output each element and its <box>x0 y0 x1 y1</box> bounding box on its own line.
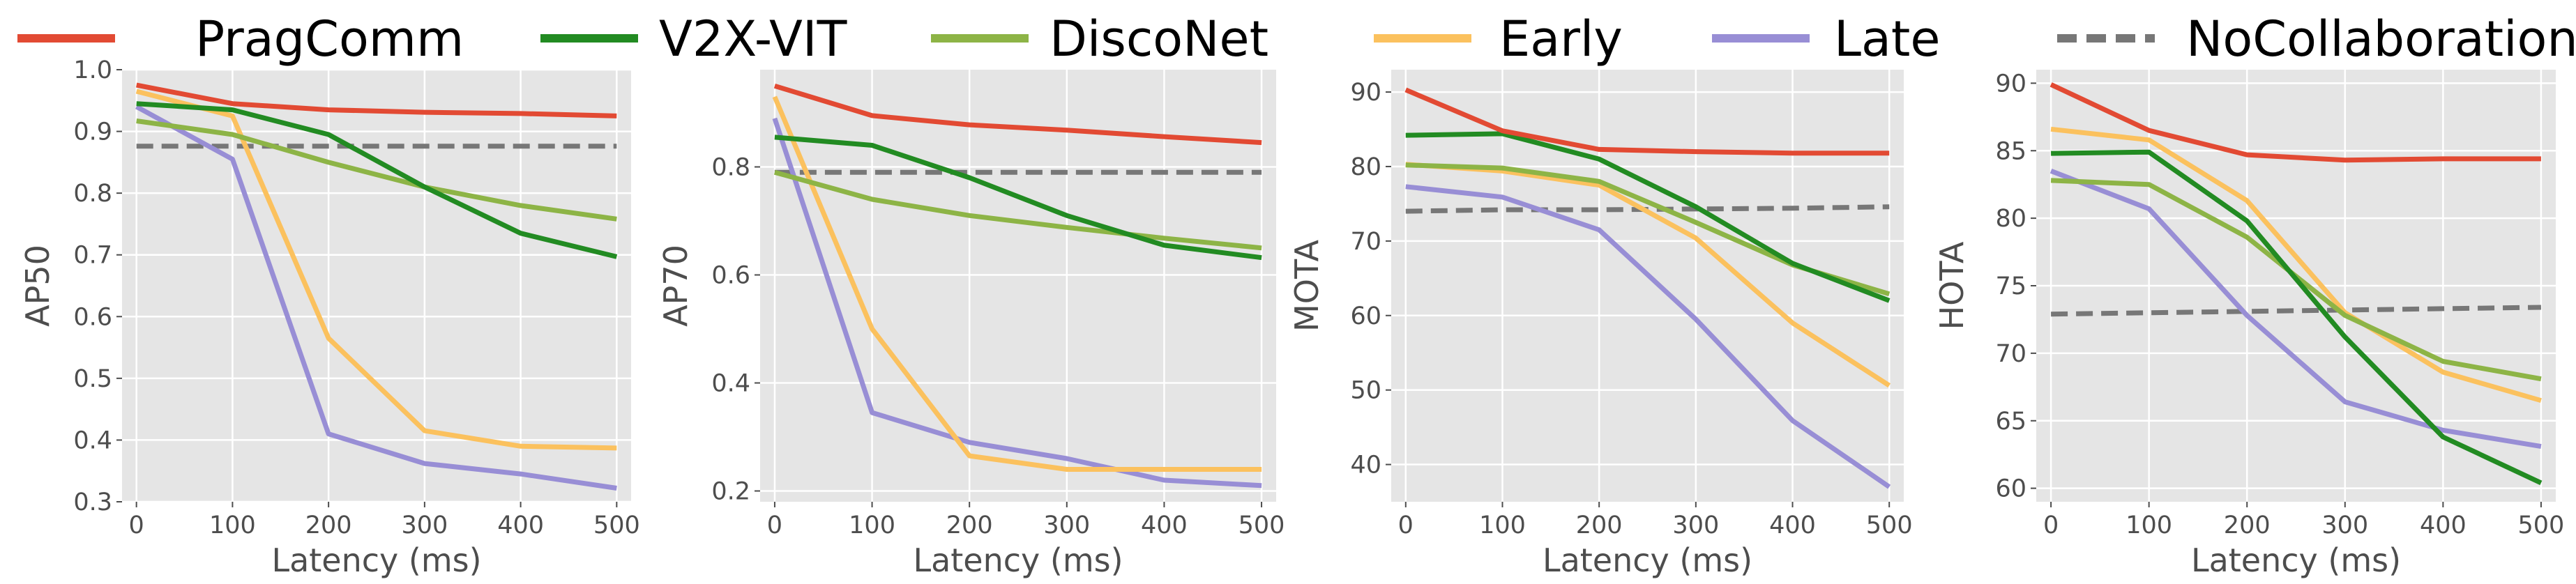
y-tick-label: 65 <box>1995 408 2026 436</box>
y-tick-label: 80 <box>1995 205 2026 233</box>
x-tick-label: 400 <box>497 512 544 539</box>
y-tick-label: 90 <box>1350 79 1381 107</box>
x-tick-label: 500 <box>1866 512 1913 539</box>
plots: 0.30.40.50.60.70.80.91.00 100 200 300 400 500… <box>19 56 2564 579</box>
series-line-late <box>2050 169 2542 449</box>
series-line-early <box>772 95 1262 472</box>
series-line-pragcomm <box>773 83 1262 146</box>
x-tick-label: 500 <box>1238 512 1285 539</box>
legend-label-nocollaboration: NoCollaboration <box>2186 10 2576 68</box>
series-line-v2x-vit <box>1405 131 1891 303</box>
y-tick-label: 0.9 <box>73 118 112 146</box>
x-tick-label: 0 <box>129 512 144 539</box>
x-tick-label: 0 <box>767 512 782 539</box>
x-axis-title: Latency (ms) <box>2191 541 2401 579</box>
series-line-late <box>135 105 617 491</box>
legend-label-disconet: DiscoNet <box>1050 10 1268 68</box>
plot-hota: 60 65 70 75 80 85 90 0 100 200 300 400 500 Latency (m… <box>1933 70 2564 579</box>
y-axis-title: MOTA <box>1288 240 1326 332</box>
x-axis-title: Latency (ms) <box>1543 541 1752 579</box>
x-axis-title: Latency (ms) <box>271 541 481 579</box>
y-tick-label: 90 <box>1995 70 2026 98</box>
series-line-pragcomm <box>1404 87 1890 156</box>
legend-entry-disconet: DiscoNet <box>931 10 1268 68</box>
legend-label-early: Early <box>1499 10 1623 68</box>
series-line-early <box>2050 126 2542 404</box>
x-axis-title: Latency (ms) <box>913 541 1123 579</box>
legend-label-late: Late <box>1834 10 1940 68</box>
x-tick-label: 0 <box>1398 512 1414 539</box>
x-tick-label: 300 <box>1672 512 1719 539</box>
x-tick-label: 300 <box>2321 512 2368 539</box>
x-tick-label: 400 <box>1769 512 1816 539</box>
y-tick-label: 0.8 <box>73 180 112 208</box>
legend-label-pragcomm: PragComm <box>195 10 464 68</box>
y-tick-label: 0.4 <box>711 370 750 398</box>
x-tick-label: 100 <box>849 512 895 539</box>
y-axis-title: HOTA <box>1933 241 1971 330</box>
series-line-v2x-vit <box>136 101 618 259</box>
plot-background <box>1391 70 1904 502</box>
legend-entry-nocollaboration: NoCollaboration <box>2057 10 2576 68</box>
y-tick-label: 1.0 <box>73 56 112 84</box>
plot-background <box>122 70 631 502</box>
y-tick-label: 0.3 <box>73 489 112 516</box>
y-tick-label: 75 <box>1995 272 2026 300</box>
y-tick-label: 0.6 <box>711 262 750 290</box>
y-tick-label: 50 <box>1350 377 1381 405</box>
y-tick-label: 0.4 <box>73 427 112 454</box>
legend-entry-v2x-vit: V2X-VIT <box>540 10 847 68</box>
legend-label-v2x-vit: V2X-VIT <box>659 10 847 68</box>
series-line-pragcomm <box>2050 82 2541 163</box>
y-tick-label: 0.5 <box>73 365 112 393</box>
y-tick-label: 80 <box>1350 153 1381 181</box>
y-axis-title: AP70 <box>657 245 695 327</box>
series-line-v2x-vit <box>2051 149 2543 486</box>
x-tick-label: 200 <box>1576 512 1623 539</box>
x-tick-label: 500 <box>593 512 640 539</box>
y-tick-label: 0.8 <box>711 154 750 182</box>
legend-entry-pragcomm: PragComm <box>17 10 464 68</box>
plot-ap70: 0.2 0.4 0.6 0.8 0 100 200 300 400 500 Latency (ms)… <box>657 70 1285 579</box>
legend-entry-late: Late <box>1712 10 1940 68</box>
y-tick-label: 0.2 <box>711 478 750 506</box>
y-tick-label: 70 <box>1350 228 1381 256</box>
legend-entry-early: Early <box>1374 10 1623 68</box>
legend: PragComm V2X-VIT DiscoNet Early Late NoC… <box>17 10 2576 68</box>
y-tick-label: 70 <box>1995 340 2026 368</box>
x-tick-label: 100 <box>2126 512 2172 539</box>
x-tick-label: 200 <box>305 512 352 539</box>
x-tick-label: 200 <box>946 512 993 539</box>
series-line-nocollaboration <box>2051 305 2541 317</box>
series-line-early <box>135 89 617 451</box>
x-tick-label: 0 <box>2043 512 2059 539</box>
series-line-pragcomm <box>136 82 617 118</box>
x-tick-label: 400 <box>2420 512 2467 539</box>
y-tick-label: 60 <box>1350 302 1381 330</box>
x-tick-label: 500 <box>2518 512 2565 539</box>
series-line-late <box>772 117 1262 489</box>
y-tick-label: 60 <box>1995 475 2026 503</box>
series-line-disconet <box>773 169 1262 251</box>
x-tick-label: 400 <box>1141 512 1188 539</box>
plot-background <box>760 70 1276 502</box>
series-line-disconet <box>136 118 617 222</box>
x-tick-label: 300 <box>1043 512 1090 539</box>
y-tick-label: 40 <box>1350 452 1381 479</box>
series-line-late <box>1405 184 1891 489</box>
x-tick-label: 100 <box>1479 512 1526 539</box>
y-tick-label: 0.6 <box>73 303 112 331</box>
y-axis-title: AP50 <box>19 245 56 327</box>
y-tick-label: 0.7 <box>73 242 112 270</box>
x-tick-label: 100 <box>209 512 256 539</box>
x-tick-label: 200 <box>2224 512 2271 539</box>
plot-ap50: 0.3 0.4 0.5 0.6 0.7 0.8 0.9 1.0 0 100 200 300 400 500… <box>19 56 640 579</box>
plot-mota: 40 50 60 70 80 90 0 100 200 300 400 500 Latency (ms)… <box>1288 70 1913 579</box>
series-line-v2x-vit <box>774 135 1262 261</box>
x-tick-label: 300 <box>401 512 448 539</box>
y-tick-label: 85 <box>1995 137 2026 165</box>
